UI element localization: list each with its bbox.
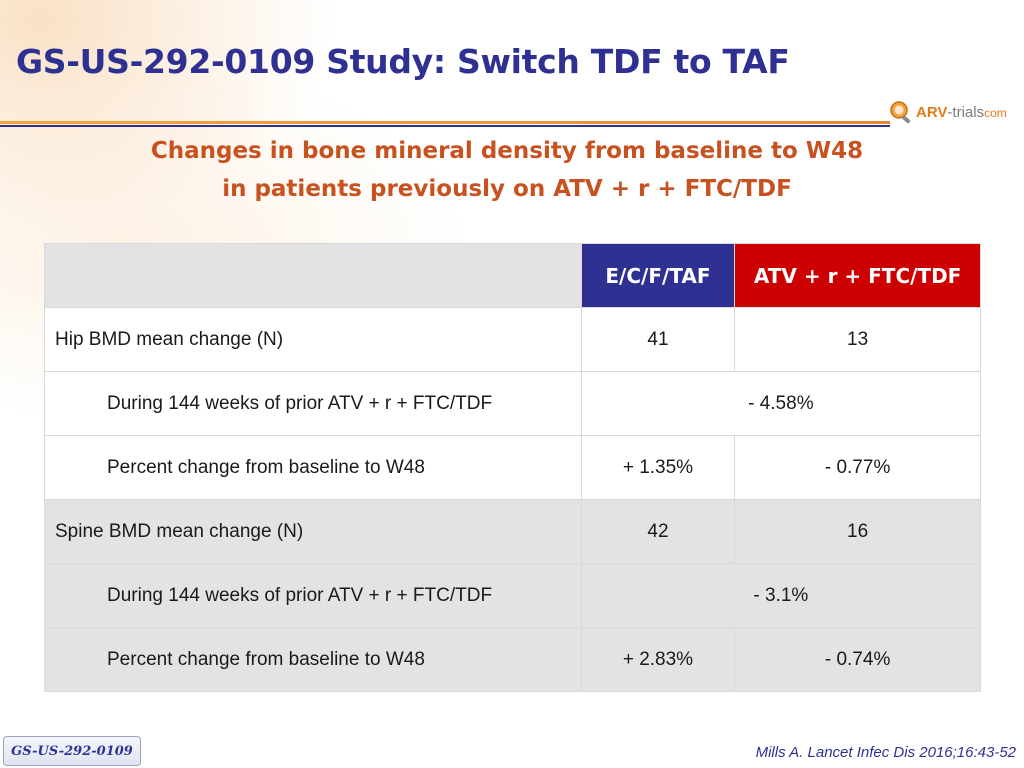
title-underline-orange	[0, 121, 890, 124]
cell-ecftaf: + 2.83%	[580, 627, 736, 692]
magnifier-logo-icon	[888, 100, 914, 124]
table-row: Percent change from baseline to W48 + 1.…	[44, 435, 981, 500]
table-row: Spine BMD mean change (N) 42 16	[44, 499, 981, 564]
slide-title: GS-US-292-0109 Study: Switch TDF to TAF	[16, 42, 790, 81]
table-row: During 144 weeks of prior ATV + r + FTC/…	[44, 371, 982, 436]
logo-text: ARV-trialscom	[916, 103, 1007, 121]
header-atv-ftc-tdf: ATV + r + FTC/TDF	[734, 243, 981, 308]
row-label: Percent change from baseline to W48	[44, 627, 582, 692]
cell-atv: - 0.74%	[734, 627, 981, 692]
study-tag-button[interactable]: GS-US-292-0109	[3, 736, 141, 766]
table-row: During 144 weeks of prior ATV + r + FTC/…	[44, 563, 982, 628]
title-underline-blue	[0, 125, 890, 127]
subtitle-line-2: in patients previously on ATV + r + FTC/…	[222, 176, 792, 202]
cell-ecftaf: 42	[580, 499, 736, 564]
row-label: Hip BMD mean change (N)	[44, 307, 582, 372]
table-header-row: E/C/F/TAF ATV + r + FTC/TDF	[44, 243, 981, 308]
cell-atv: 13	[734, 307, 981, 372]
subtitle-line-1: Changes in bone mineral density from bas…	[150, 138, 864, 164]
row-label: During 144 weeks of prior ATV + r + FTC/…	[44, 563, 582, 628]
table-row: Hip BMD mean change (N) 41 13	[44, 307, 981, 372]
header-ecftaf: E/C/F/TAF	[580, 243, 736, 308]
cell-ecftaf: 41	[580, 307, 736, 372]
table-row: Percent change from baseline to W48 + 2.…	[44, 627, 981, 692]
cell-ecftaf: + 1.35%	[580, 435, 736, 500]
cell-merged: - 4.58%	[580, 371, 982, 436]
cell-atv: 16	[734, 499, 981, 564]
cell-merged: - 3.1%	[580, 563, 982, 628]
citation: Mills A. Lancet Infec Dis 2016;16:43-52	[755, 744, 1016, 761]
row-label: Spine BMD mean change (N)	[44, 499, 582, 564]
slide-subtitle: Changes in bone mineral density from bas…	[0, 132, 1014, 208]
header-blank-cell	[44, 243, 582, 308]
cell-atv: - 0.77%	[734, 435, 981, 500]
arv-trials-logo: ARV-trialscom	[888, 98, 1018, 126]
row-label: Percent change from baseline to W48	[44, 435, 582, 500]
bmd-table: E/C/F/TAF ATV + r + FTC/TDF Hip BMD mean…	[44, 243, 982, 692]
row-label: During 144 weeks of prior ATV + r + FTC/…	[44, 371, 582, 436]
